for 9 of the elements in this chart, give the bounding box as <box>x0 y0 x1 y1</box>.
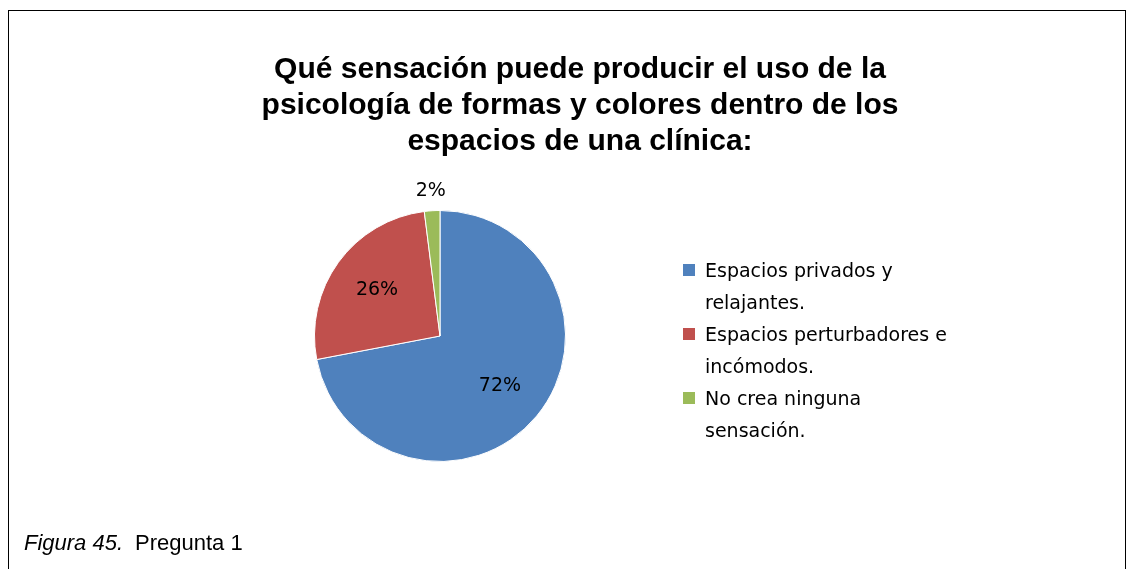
text: Pregunta 1 <box>135 530 243 555</box>
data-label: 26% <box>355 277 399 300</box>
data-label: 2% <box>415 177 446 200</box>
chart-title: Qué sensación puede producir el uso de la psicología de formas y colores dentro de los espacios de una clínica: <box>260 50 900 158</box>
legend-label: Espacios perturbadores e incómodos. <box>705 323 947 377</box>
legend-label: Espacios privados y relajantes. <box>705 259 893 313</box>
data-label: 72% <box>478 372 522 395</box>
text: Figura 45. <box>24 530 124 555</box>
legend-label: No crea ninguna sensación. <box>705 387 862 441</box>
